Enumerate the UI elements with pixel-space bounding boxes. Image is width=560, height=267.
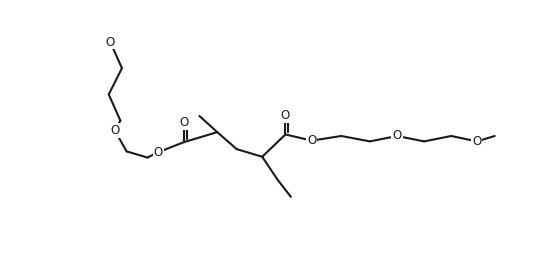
Text: O: O — [154, 146, 163, 159]
Text: O: O — [106, 36, 115, 49]
Text: O: O — [472, 135, 482, 148]
Text: O: O — [179, 116, 189, 129]
Text: O: O — [393, 129, 402, 143]
Text: O: O — [281, 109, 290, 122]
Text: O: O — [110, 124, 120, 137]
Text: O: O — [307, 134, 316, 147]
